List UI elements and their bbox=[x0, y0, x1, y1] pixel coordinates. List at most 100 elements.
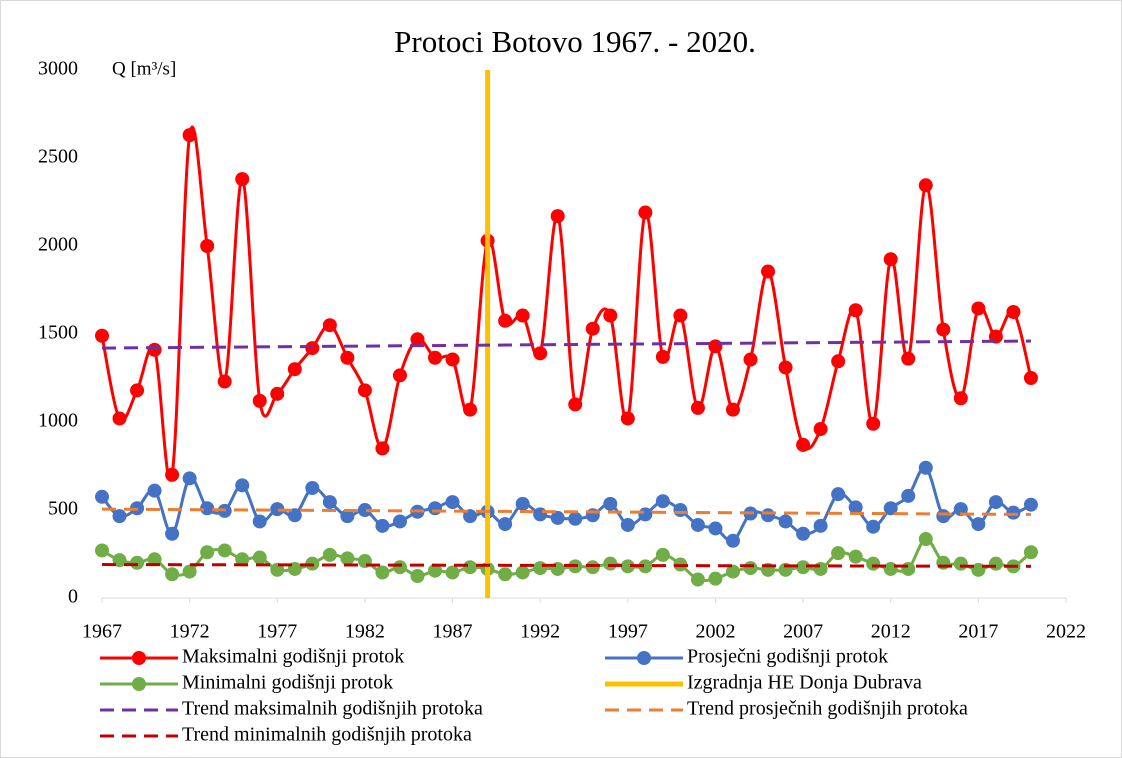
point bbox=[743, 352, 758, 367]
point bbox=[638, 559, 653, 574]
x-tick-label: 1972 bbox=[170, 621, 210, 643]
point bbox=[182, 128, 197, 143]
point bbox=[428, 501, 443, 516]
x-tick-label: 1977 bbox=[257, 621, 297, 643]
x-tick-label: 2002 bbox=[695, 621, 735, 643]
y-tick-label: 1500 bbox=[38, 322, 78, 344]
point bbox=[410, 569, 425, 583]
y-axis-label: Q [m³/s] bbox=[112, 58, 176, 79]
point bbox=[200, 239, 215, 253]
point bbox=[796, 437, 811, 452]
point bbox=[568, 511, 583, 526]
point bbox=[655, 349, 670, 364]
point bbox=[340, 509, 355, 524]
point bbox=[620, 411, 635, 426]
point bbox=[550, 209, 565, 224]
point bbox=[690, 517, 705, 532]
point bbox=[147, 552, 162, 567]
legend-label: Trend maksimalnih godišnjih protoka bbox=[182, 698, 483, 720]
point bbox=[112, 411, 127, 426]
x-tick-label: 2007 bbox=[783, 621, 823, 643]
point bbox=[971, 517, 986, 532]
point bbox=[200, 501, 215, 516]
point bbox=[445, 352, 460, 367]
point bbox=[305, 481, 320, 495]
point bbox=[866, 519, 881, 534]
point bbox=[322, 495, 337, 510]
legend-marker bbox=[637, 651, 651, 665]
legend-label: Minimalni godišnji protok bbox=[182, 672, 393, 694]
point bbox=[375, 565, 390, 580]
point bbox=[655, 494, 670, 509]
point bbox=[322, 547, 337, 562]
point bbox=[498, 313, 513, 328]
point bbox=[883, 561, 898, 576]
point bbox=[725, 402, 740, 417]
point bbox=[936, 322, 951, 337]
point bbox=[463, 560, 478, 575]
x-tick-label: 1967 bbox=[82, 621, 122, 643]
point bbox=[936, 509, 951, 524]
point bbox=[708, 521, 723, 536]
point bbox=[392, 368, 407, 383]
point bbox=[392, 560, 407, 575]
point bbox=[1006, 305, 1021, 319]
point bbox=[410, 332, 425, 347]
point bbox=[936, 555, 951, 570]
point bbox=[708, 571, 723, 586]
point bbox=[971, 301, 986, 316]
legend-marker bbox=[132, 651, 146, 665]
point bbox=[112, 509, 127, 524]
point bbox=[533, 507, 548, 522]
point bbox=[95, 489, 109, 504]
point bbox=[1023, 497, 1038, 512]
point bbox=[252, 514, 267, 529]
point bbox=[866, 416, 881, 431]
trend-line bbox=[101, 339, 1031, 350]
legend-label: Maksimalni godišnji protok bbox=[182, 646, 404, 668]
point bbox=[655, 547, 670, 562]
point bbox=[813, 422, 828, 437]
point bbox=[498, 517, 513, 532]
point bbox=[130, 555, 145, 570]
point bbox=[673, 503, 688, 517]
point bbox=[866, 556, 881, 571]
point bbox=[217, 374, 232, 389]
point bbox=[953, 391, 968, 406]
x-tick-label: 1982 bbox=[345, 621, 385, 643]
point bbox=[585, 560, 600, 575]
point bbox=[130, 383, 145, 398]
legend-marker bbox=[132, 677, 146, 691]
point bbox=[515, 565, 530, 580]
point bbox=[498, 567, 513, 582]
point bbox=[918, 460, 933, 475]
point bbox=[1023, 545, 1038, 560]
point bbox=[305, 341, 320, 356]
point bbox=[918, 178, 933, 193]
point bbox=[463, 402, 478, 417]
series-line bbox=[100, 125, 1033, 482]
y-tick-label: 500 bbox=[48, 498, 78, 520]
point bbox=[165, 567, 180, 582]
point bbox=[217, 543, 232, 558]
point bbox=[200, 545, 215, 560]
point bbox=[252, 550, 267, 565]
trend-line bbox=[101, 507, 1031, 516]
point bbox=[796, 526, 811, 541]
legend-label: Trend minimalnih godišnjih protoka bbox=[182, 724, 472, 746]
x-tick-label: 2012 bbox=[871, 621, 911, 643]
point bbox=[848, 303, 863, 318]
point bbox=[813, 518, 828, 533]
legend-label: Trend prosječnih godišnjih protoka bbox=[687, 698, 968, 720]
point bbox=[340, 551, 355, 566]
point bbox=[673, 308, 688, 323]
point bbox=[287, 508, 302, 523]
x-tick-label: 1997 bbox=[608, 621, 648, 643]
y-tick-label: 1000 bbox=[38, 410, 78, 432]
point bbox=[988, 556, 1003, 571]
point bbox=[620, 517, 635, 532]
point bbox=[778, 360, 793, 375]
point bbox=[235, 552, 250, 567]
y-tick-label: 2500 bbox=[38, 146, 78, 168]
